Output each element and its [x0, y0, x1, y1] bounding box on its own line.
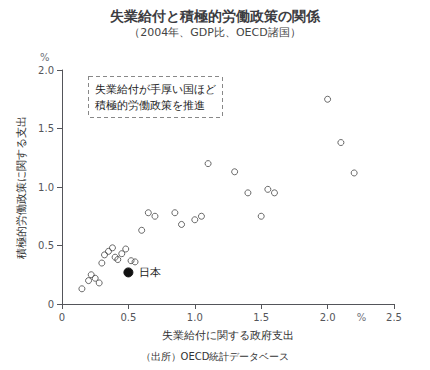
svg-text:1.0: 1.0 [38, 182, 54, 193]
svg-text:失業給付に関する政府支出: 失業給付に関する政府支出 [162, 329, 294, 342]
svg-text:積極的労働政策を推進: 積極的労働政策を推進 [95, 99, 205, 112]
svg-text:%: % [40, 52, 50, 63]
svg-text:2.0: 2.0 [320, 312, 336, 323]
svg-text:1.0: 1.0 [187, 312, 203, 323]
svg-text:1.5: 1.5 [38, 123, 54, 134]
svg-text:失業給付が手厚い国ほど: 失業給付が手厚い国ほど [95, 83, 216, 96]
svg-text:失業給付と積極的労働政策の関係: 失業給付と積極的労働政策の関係 [110, 8, 321, 24]
svg-text:積極的労働政策に関する支出: 積極的労働政策に関する支出 [15, 116, 28, 259]
svg-text:（出所）OECD統計データベース: （出所）OECD統計データベース [141, 351, 290, 362]
svg-text:0.5: 0.5 [38, 240, 54, 251]
svg-text:2.5: 2.5 [386, 312, 402, 323]
svg-text:2.0: 2.0 [38, 65, 54, 76]
svg-text:1.5: 1.5 [253, 312, 269, 323]
svg-text:0: 0 [48, 299, 54, 310]
svg-text:日本: 日本 [139, 266, 161, 279]
svg-text:0: 0 [59, 312, 65, 323]
svg-text:（2004年、GDP比、OECD諸国）: （2004年、GDP比、OECD諸国） [129, 26, 300, 39]
svg-text:%: % [357, 312, 367, 323]
svg-text:0.5: 0.5 [120, 312, 136, 323]
